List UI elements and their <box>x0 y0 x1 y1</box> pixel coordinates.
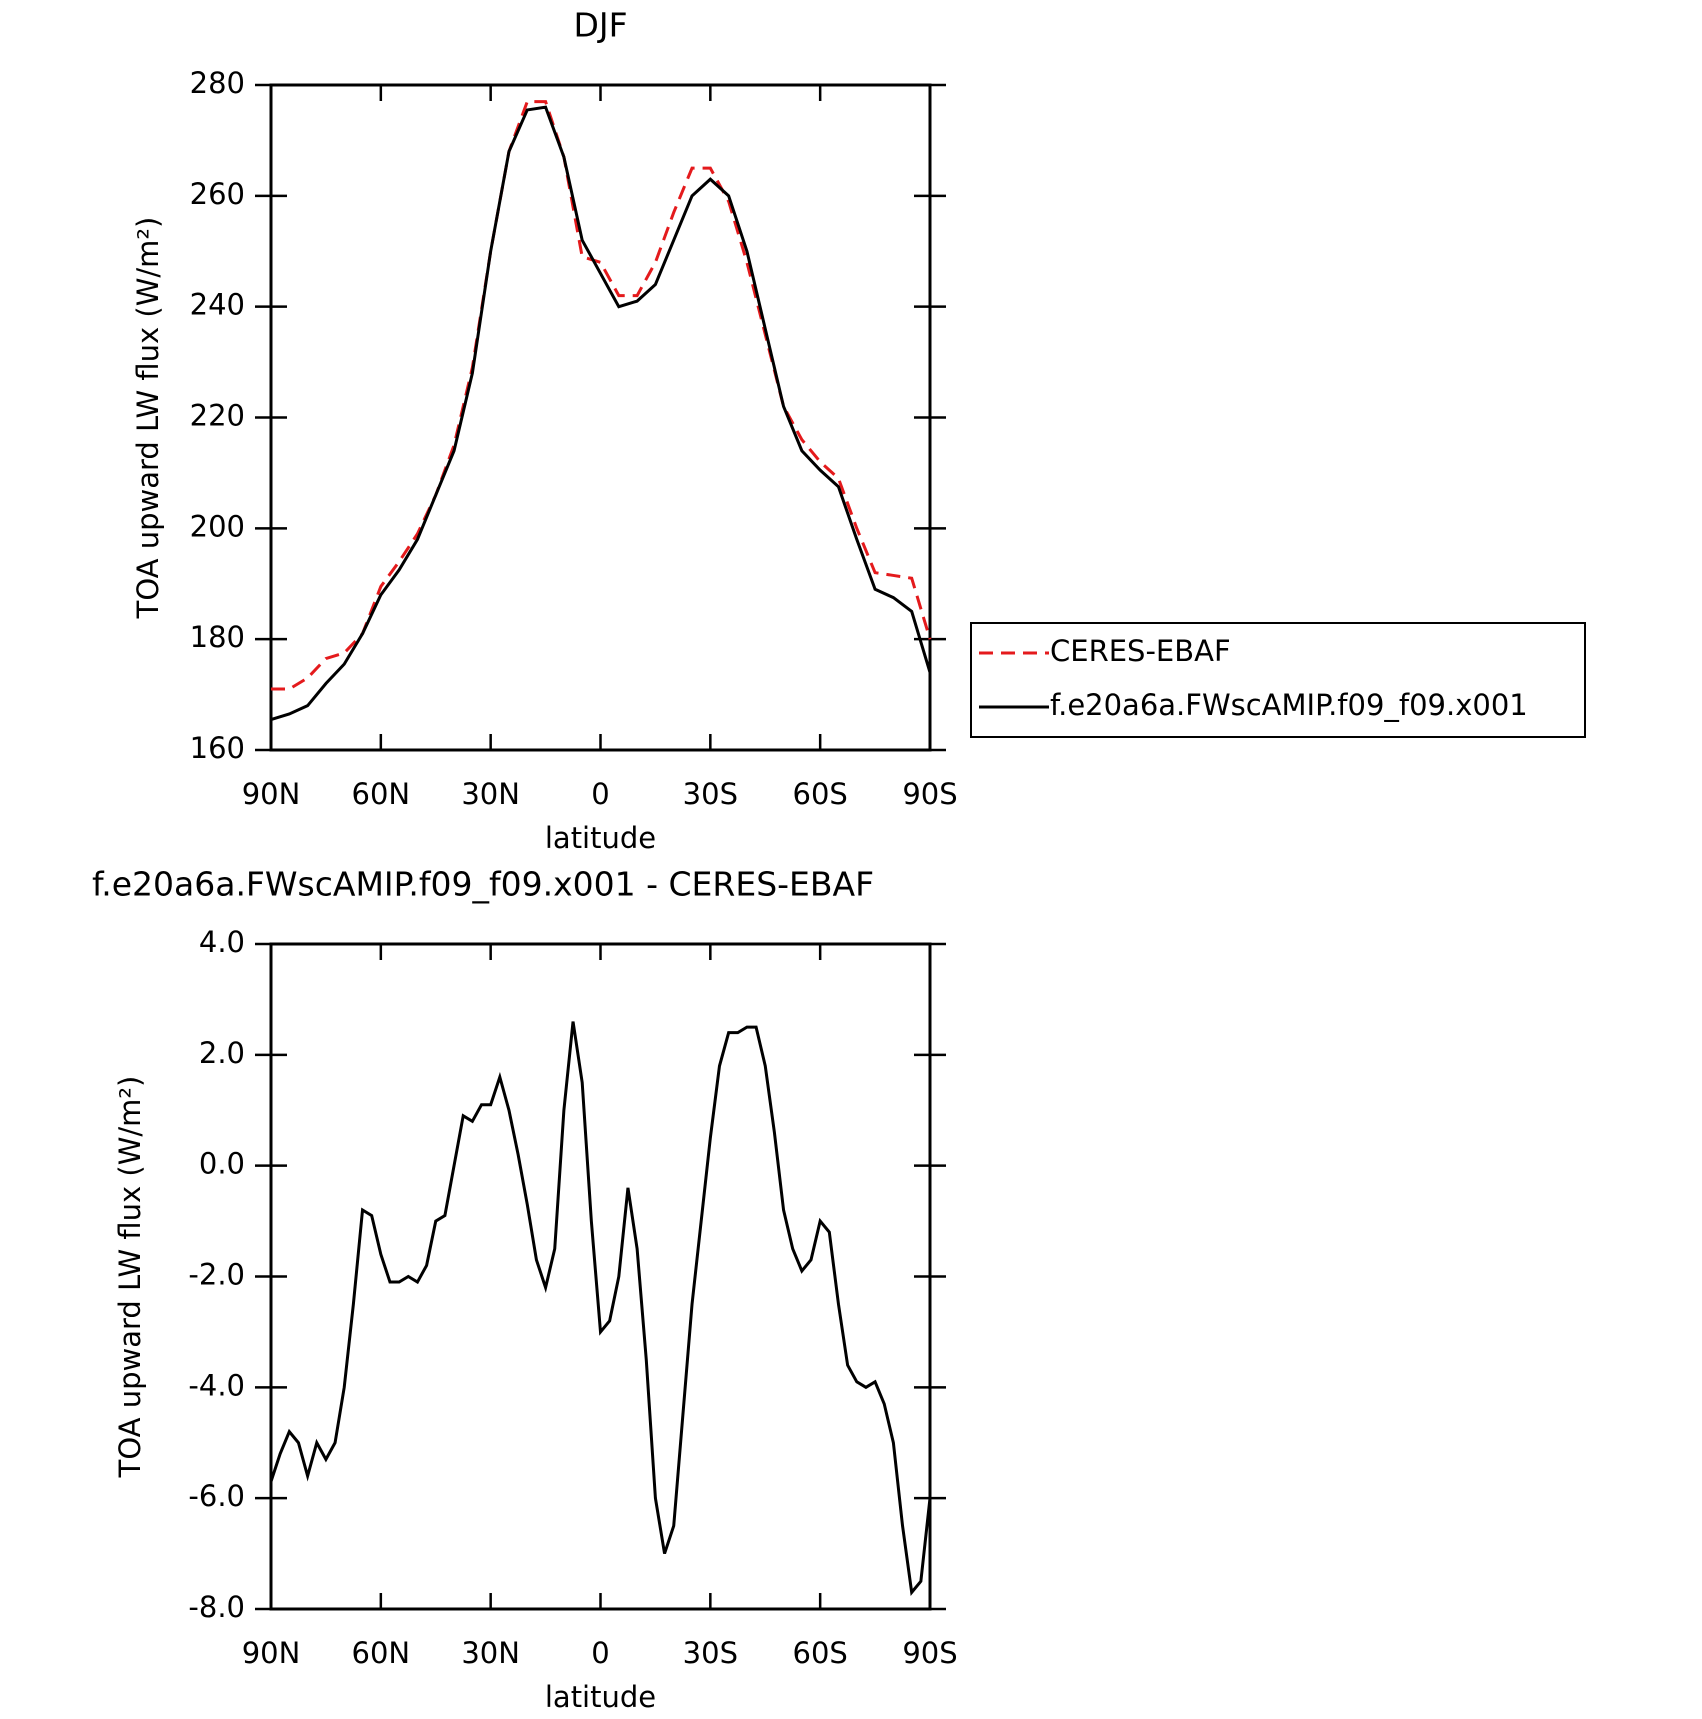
data-line <box>271 100 932 691</box>
x-tick-label: 30S <box>683 777 738 811</box>
x-tick-label: 90S <box>902 1636 957 1670</box>
y-tick-label: -4.0 <box>188 1368 245 1402</box>
plot-frame <box>269 83 932 752</box>
x-tick-label: 30N <box>461 1636 520 1670</box>
x-tick-label: 90N <box>242 777 301 811</box>
y-tick-label: -2.0 <box>188 1258 245 1292</box>
y-tick-label: 240 <box>190 288 245 322</box>
y-tick-label: -8.0 <box>188 1590 245 1624</box>
y-tick-label: 2.0 <box>199 1036 245 1070</box>
x-tick-label: 60N <box>352 1636 411 1670</box>
x-axis-label: latitude <box>545 1680 656 1714</box>
y-tick-label: 260 <box>190 177 245 211</box>
x-tick-label: 60S <box>793 777 848 811</box>
y-tick-label: 200 <box>190 509 245 543</box>
y-tick-label: 220 <box>190 399 245 433</box>
chart-title: f.e20a6a.FWscAMIP.f09_f09.x001 - CERES-E… <box>92 865 874 904</box>
legend-label: CERES-EBAF <box>1050 634 1231 668</box>
y-tick-label: 180 <box>190 620 245 654</box>
x-tick-label: 90S <box>902 777 957 811</box>
x-tick-label: 0 <box>591 777 609 811</box>
y-tick-label: -6.0 <box>188 1479 245 1513</box>
y-tick-label: 280 <box>190 66 245 100</box>
y-tick-label: 160 <box>190 731 245 765</box>
y-axis-label: TOA upward LW flux (W/m²) <box>113 1076 147 1479</box>
plot-frame <box>269 942 932 1611</box>
x-tick-label: 90N <box>242 1636 301 1670</box>
legend-label: f.e20a6a.FWscAMIP.f09_f09.x001 <box>1050 688 1528 722</box>
x-tick-label: 30S <box>683 1636 738 1670</box>
y-tick-label: 0.0 <box>199 1147 245 1181</box>
data-line <box>269 1021 932 1596</box>
data-line <box>270 105 932 721</box>
x-tick-label: 60N <box>352 777 411 811</box>
x-tick-label: 60S <box>793 1636 848 1670</box>
y-axis-label: TOA upward LW flux (W/m²) <box>131 217 165 620</box>
x-tick-label: 0 <box>591 1636 609 1670</box>
chart-title: DJF <box>573 6 627 45</box>
x-tick-label: 30N <box>461 777 520 811</box>
legend-frame <box>970 622 1586 738</box>
y-tick-label: 4.0 <box>199 925 245 959</box>
x-axis-label: latitude <box>545 821 656 855</box>
